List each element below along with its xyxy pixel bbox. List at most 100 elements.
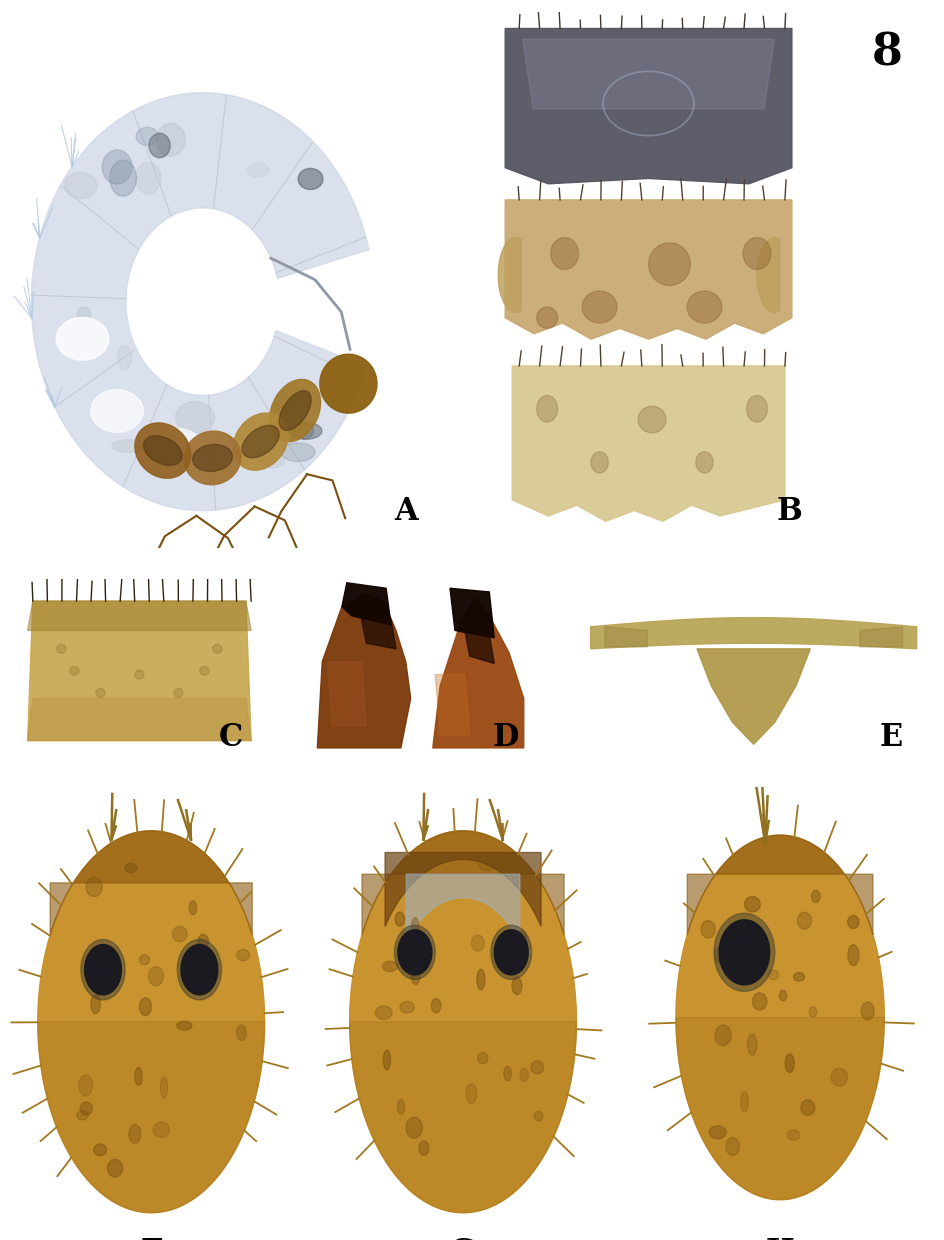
Polygon shape — [397, 1100, 404, 1115]
Polygon shape — [512, 366, 784, 521]
Polygon shape — [193, 444, 232, 471]
Polygon shape — [725, 1137, 739, 1156]
Polygon shape — [93, 1145, 107, 1156]
Polygon shape — [797, 913, 811, 929]
Polygon shape — [236, 950, 249, 961]
Polygon shape — [522, 40, 773, 109]
Polygon shape — [31, 93, 368, 511]
Polygon shape — [275, 388, 311, 417]
Polygon shape — [550, 237, 578, 269]
Polygon shape — [50, 831, 252, 935]
Polygon shape — [93, 967, 101, 982]
Polygon shape — [604, 626, 647, 647]
Polygon shape — [399, 1002, 414, 1013]
Polygon shape — [412, 918, 418, 934]
Polygon shape — [212, 645, 222, 653]
Polygon shape — [174, 688, 183, 697]
Polygon shape — [397, 930, 431, 975]
Text: B: B — [776, 496, 801, 527]
Polygon shape — [118, 345, 131, 370]
Polygon shape — [111, 439, 145, 453]
Polygon shape — [590, 618, 916, 649]
Polygon shape — [686, 291, 721, 324]
Polygon shape — [497, 237, 520, 312]
Polygon shape — [714, 914, 774, 991]
Polygon shape — [80, 1102, 93, 1115]
Polygon shape — [177, 940, 221, 999]
Polygon shape — [695, 451, 713, 474]
Polygon shape — [198, 934, 209, 949]
Polygon shape — [38, 831, 264, 1213]
Polygon shape — [260, 455, 284, 467]
Polygon shape — [395, 911, 404, 926]
Polygon shape — [295, 423, 313, 439]
Polygon shape — [715, 1024, 731, 1045]
Polygon shape — [57, 645, 66, 653]
Polygon shape — [747, 1034, 756, 1055]
Polygon shape — [708, 1126, 726, 1138]
Polygon shape — [362, 620, 396, 649]
Polygon shape — [465, 1084, 477, 1104]
Polygon shape — [85, 945, 121, 994]
Polygon shape — [128, 1125, 141, 1143]
Text: C: C — [219, 723, 244, 754]
Polygon shape — [143, 435, 182, 465]
Text: A: A — [394, 496, 417, 527]
Polygon shape — [95, 688, 105, 697]
Polygon shape — [237, 1024, 246, 1040]
Polygon shape — [471, 935, 484, 951]
Polygon shape — [135, 1068, 143, 1085]
Polygon shape — [590, 451, 608, 474]
Polygon shape — [411, 967, 420, 985]
Polygon shape — [140, 998, 151, 1016]
Polygon shape — [27, 601, 251, 630]
Polygon shape — [740, 1091, 748, 1112]
Polygon shape — [512, 977, 521, 994]
Polygon shape — [516, 931, 527, 947]
Polygon shape — [349, 831, 576, 1213]
Polygon shape — [102, 150, 132, 185]
Polygon shape — [830, 1068, 847, 1086]
Polygon shape — [490, 925, 531, 980]
Polygon shape — [91, 994, 100, 1014]
Polygon shape — [108, 1159, 123, 1177]
Polygon shape — [793, 972, 804, 981]
Polygon shape — [64, 172, 97, 198]
Polygon shape — [779, 990, 786, 1001]
Polygon shape — [319, 355, 377, 413]
Polygon shape — [746, 396, 767, 422]
Polygon shape — [153, 1122, 169, 1137]
Polygon shape — [135, 670, 143, 680]
Polygon shape — [503, 1066, 511, 1081]
Polygon shape — [494, 930, 528, 975]
Polygon shape — [140, 955, 149, 965]
Polygon shape — [675, 836, 884, 1199]
Polygon shape — [519, 1068, 528, 1081]
Polygon shape — [199, 666, 209, 676]
Polygon shape — [278, 391, 311, 430]
Polygon shape — [173, 926, 187, 942]
Polygon shape — [382, 961, 397, 971]
Polygon shape — [151, 429, 204, 471]
Polygon shape — [582, 291, 616, 324]
Polygon shape — [317, 594, 411, 748]
Polygon shape — [136, 128, 159, 145]
Polygon shape — [477, 1053, 487, 1064]
Text: H: H — [765, 1236, 794, 1240]
Polygon shape — [31, 93, 368, 511]
Polygon shape — [767, 970, 778, 980]
Polygon shape — [136, 162, 160, 193]
Polygon shape — [375, 1006, 392, 1019]
Polygon shape — [57, 317, 109, 361]
Polygon shape — [751, 993, 767, 1011]
Polygon shape — [675, 1017, 884, 1199]
Polygon shape — [505, 29, 791, 184]
Polygon shape — [384, 853, 541, 926]
Polygon shape — [27, 698, 251, 740]
Polygon shape — [808, 1007, 816, 1017]
Polygon shape — [697, 649, 810, 744]
Polygon shape — [431, 998, 441, 1013]
Polygon shape — [637, 407, 666, 433]
Polygon shape — [362, 831, 564, 935]
Polygon shape — [110, 160, 137, 196]
